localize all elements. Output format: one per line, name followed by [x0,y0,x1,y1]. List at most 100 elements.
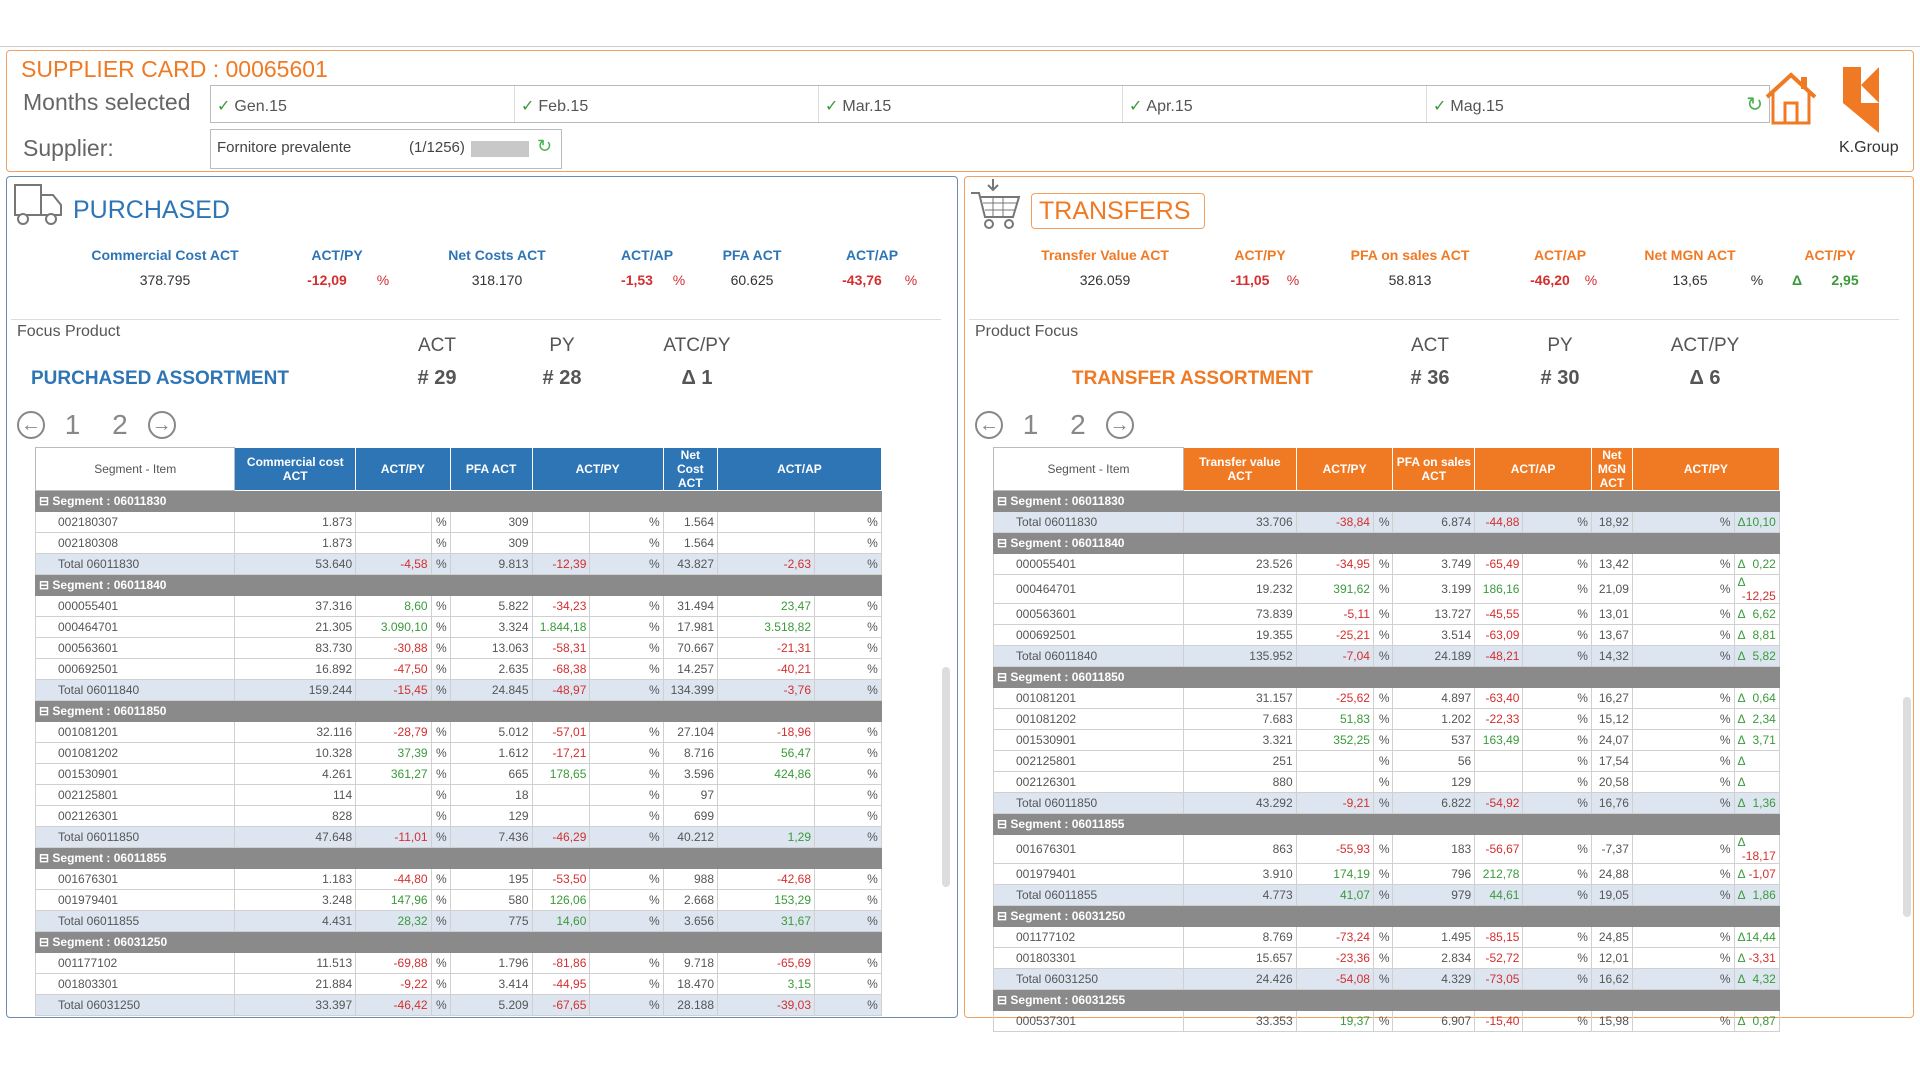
segment-label[interactable]: ⊟ Segment : 06011840 [993,532,1780,554]
pct-cell: 147,96 [355,889,432,911]
value-cell: 4.773 [1182,884,1297,906]
column-header[interactable]: ACT/AP [1474,447,1592,491]
assortment-label: PURCHASED ASSORTMENT [31,368,289,389]
segment-label[interactable]: ⊟ Segment : 06011855 [993,813,1780,835]
column-header[interactable]: ACT/PY [531,447,664,491]
pct-unit: % [1631,947,1735,969]
refresh-icon[interactable]: ↻ [537,136,553,156]
value-cell: 195 [449,868,533,890]
delta-cell: Δ -1,07 [1733,863,1780,885]
pct-unit: % [1372,926,1394,948]
collapse-icon[interactable]: ⊟ [39,494,53,508]
column-header[interactable]: Segment - Item [993,447,1184,491]
segment-label[interactable]: ⊟ Segment : 06011850 [35,700,882,722]
column-header[interactable]: PFA on sales ACT [1392,447,1476,491]
page-1[interactable]: 1 [64,408,81,440]
pct-cell: 44,61 [1474,884,1524,906]
pct-unit: % [1522,834,1592,864]
home-icon[interactable] [1763,69,1819,127]
refresh-icon[interactable]: ↻ [1746,94,1763,116]
value-cell: 251 [1182,750,1297,772]
collapse-icon[interactable]: ⊟ [39,935,53,949]
segment-label[interactable]: ⊟ Segment : 06011850 [993,666,1780,688]
pct-cell: -48,21 [1474,645,1524,667]
page-2[interactable]: 2 [112,408,128,440]
pct-unit: % [589,511,664,533]
column-header[interactable]: Transfer value ACT [1182,447,1297,491]
segment-label[interactable]: ⊟ Segment : 06011840 [35,574,882,596]
collapse-icon[interactable]: ⊟ [997,670,1011,684]
column-header[interactable]: Commercial cost ACT [234,447,357,491]
collapse-icon[interactable]: ⊟ [39,851,53,865]
segment-name: Segment : 06011855 [1010,817,1125,831]
page-1[interactable]: 1 [1022,408,1039,440]
column-header[interactable]: Segment - Item [34,447,236,491]
months-slicer: ✓ Gen.15 ✓ Feb.15 ✓ Mar.15 ✓ Apr.15 ✓ Mag.15 … [210,85,1770,123]
supplier-scrollbar[interactable] [471,141,529,157]
pct-cell: 163,49 [1474,729,1524,751]
collapse-icon[interactable]: ⊟ [997,494,1011,508]
collapse-icon[interactable]: ⊟ [39,704,53,718]
month-item[interactable]: ✓ Gen.15 [211,86,515,122]
pct-unit: % [1372,687,1394,709]
pct-unit: % [1372,511,1394,533]
column-header[interactable]: ACT/AP [717,447,882,491]
table-row: 000563601 73.839 -5,11% 13.727 -45,55% 13,01%… [993,603,1855,625]
segment-label[interactable]: ⊟ Segment : 06011830 [35,490,882,512]
delta-icon: Δ [1737,972,1746,986]
pct-unit: % [589,763,664,785]
table-scrollbar[interactable] [1903,697,1911,917]
pct-cell: -44,95 [531,973,591,995]
segment-label[interactable]: ⊟ Segment : 06031250 [35,931,882,953]
column-header[interactable]: Net Cost ACT [662,447,719,491]
page-2[interactable]: 2 [1070,408,1086,440]
collapse-icon[interactable]: ⊟ [997,909,1011,923]
pct-cell: -42,68 [717,868,815,890]
segment-name: Segment : 06011830 [52,494,167,508]
value-cell: 1.564 [662,532,719,554]
supplier-slicer[interactable]: Fornitore prevalente (1/1256) ↻ [210,129,562,169]
prev-page-icon[interactable]: ← [17,410,45,439]
assortment-act: # 36 [1410,367,1450,389]
kpi-unit: % [672,272,686,288]
column-header[interactable]: ACT/PY [1295,447,1394,491]
pct-unit: % [1372,624,1394,646]
pct-cell: -25,62 [1295,687,1374,709]
segment-label[interactable]: ⊟ Segment : 06011855 [35,847,882,869]
value-cell: 537 [1392,729,1476,751]
month-label: Gen.15 [234,98,287,115]
pct-cell: 41,07 [1295,884,1374,906]
pct-unit: % [1631,792,1735,814]
kpi-label: ACT/PY [1234,247,1286,263]
pct-unit: % [430,910,451,932]
month-item[interactable]: ✓ Feb.15 [515,86,819,122]
table-scrollbar[interactable] [942,667,950,887]
column-header[interactable]: ACT/PY [1631,447,1780,491]
item-cell: 002125801 [34,784,236,806]
collapse-icon[interactable]: ⊟ [997,536,1011,550]
value-cell: 32.116 [234,721,357,743]
kpi-label: ACT/PY [311,247,363,263]
collapse-icon[interactable]: ⊟ [997,993,1011,1007]
kpi-unit: % [1584,272,1598,288]
collapse-icon[interactable]: ⊟ [39,578,53,592]
column-header[interactable]: ACT/PY [355,447,451,491]
segment-label[interactable]: ⊟ Segment : 06031255 [993,989,1780,1011]
month-item[interactable]: ✓ Mag.15 [1427,86,1767,122]
collapse-icon[interactable]: ⊟ [997,817,1011,831]
column-header[interactable]: PFA ACT [449,447,533,491]
segment-row: ⊟ Segment : 06031255 [993,989,1855,1011]
assortment-act: # 29 [417,367,457,389]
segment-label[interactable]: ⊟ Segment : 06031250 [993,905,1780,927]
supplier-header: SUPPLIER CARD : 00065601 Months selected… [6,50,1914,172]
next-page-icon[interactable]: → [147,410,176,439]
value-cell: 24.845 [449,679,533,701]
segment-label[interactable]: ⊟ Segment : 06011830 [993,490,1780,512]
prev-page-icon[interactable]: ← [975,410,1003,439]
month-item[interactable]: ✓ Apr.15 [1123,86,1427,122]
column-header[interactable]: Net MGN ACT [1590,447,1633,491]
table-row: 002125801 251% 56% 17,54% Δ [993,750,1855,772]
month-item[interactable]: ✓ Mar.15 [819,86,1123,122]
pct-unit: % [1522,926,1592,948]
next-page-icon[interactable]: → [1105,410,1134,439]
